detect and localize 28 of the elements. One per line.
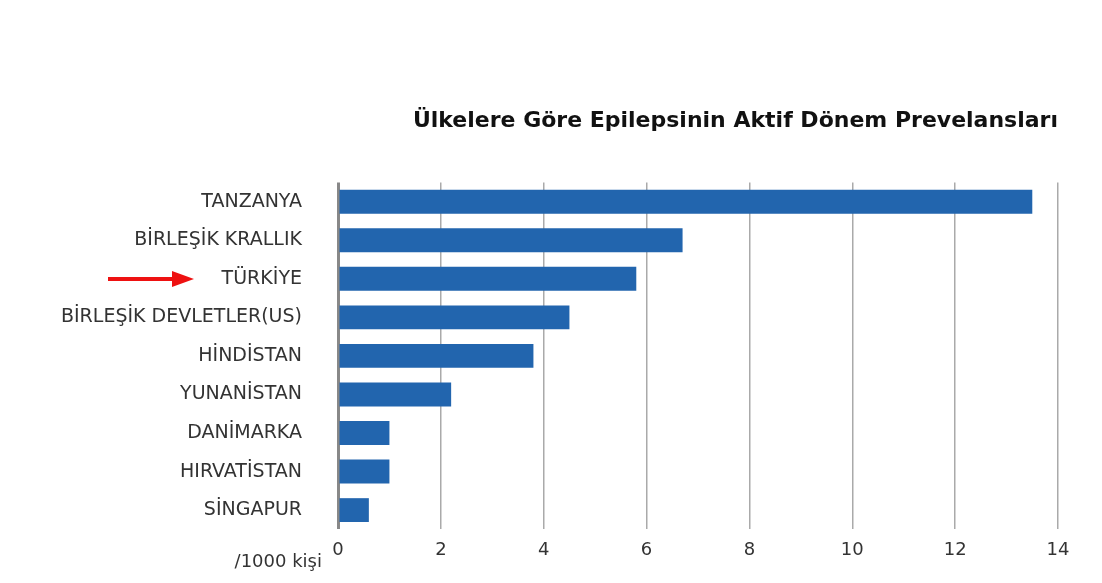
x-tick-label: 14 bbox=[1046, 537, 1070, 559]
chart-title: Ülkelere Göre Epilepsinin Aktif Dönem Prevelansları bbox=[412, 106, 1058, 132]
x-tick-label: 6 bbox=[640, 537, 653, 559]
x-tick-label: 12 bbox=[943, 537, 967, 559]
y-tick-label: BİRLEŞİK DEVLETLER(US) bbox=[60, 304, 302, 327]
bar bbox=[339, 343, 534, 368]
y-tick-label: TANZANYA bbox=[200, 188, 302, 211]
y-tick-label: HİNDİSTAN bbox=[198, 342, 302, 365]
bar bbox=[339, 382, 452, 407]
bar bbox=[339, 189, 1033, 214]
y-tick-label: TÜRKİYE bbox=[220, 265, 302, 288]
x-tick-label: 2 bbox=[435, 537, 447, 559]
x-tick-label: 0 bbox=[332, 537, 344, 559]
bar bbox=[339, 459, 390, 484]
bar bbox=[339, 228, 683, 253]
bar bbox=[339, 305, 570, 330]
y-tick-label: YUNANİSTAN bbox=[179, 381, 302, 404]
x-axis-title: /1000 kişi bbox=[234, 550, 322, 572]
y-tick-label: BİRLEŞİK KRALLIK bbox=[134, 227, 303, 250]
x-tick-label: 10 bbox=[840, 537, 864, 559]
y-tick-label: SİNGAPUR bbox=[203, 497, 302, 520]
y-tick-label: DANİMARKA bbox=[187, 419, 302, 442]
y-tick-label: HIRVATİSTAN bbox=[180, 458, 302, 481]
x-tick-label: 4 bbox=[537, 537, 550, 559]
bar bbox=[339, 421, 390, 445]
bar bbox=[339, 498, 369, 523]
x-tick-label: 8 bbox=[743, 537, 756, 559]
bar bbox=[339, 266, 637, 291]
